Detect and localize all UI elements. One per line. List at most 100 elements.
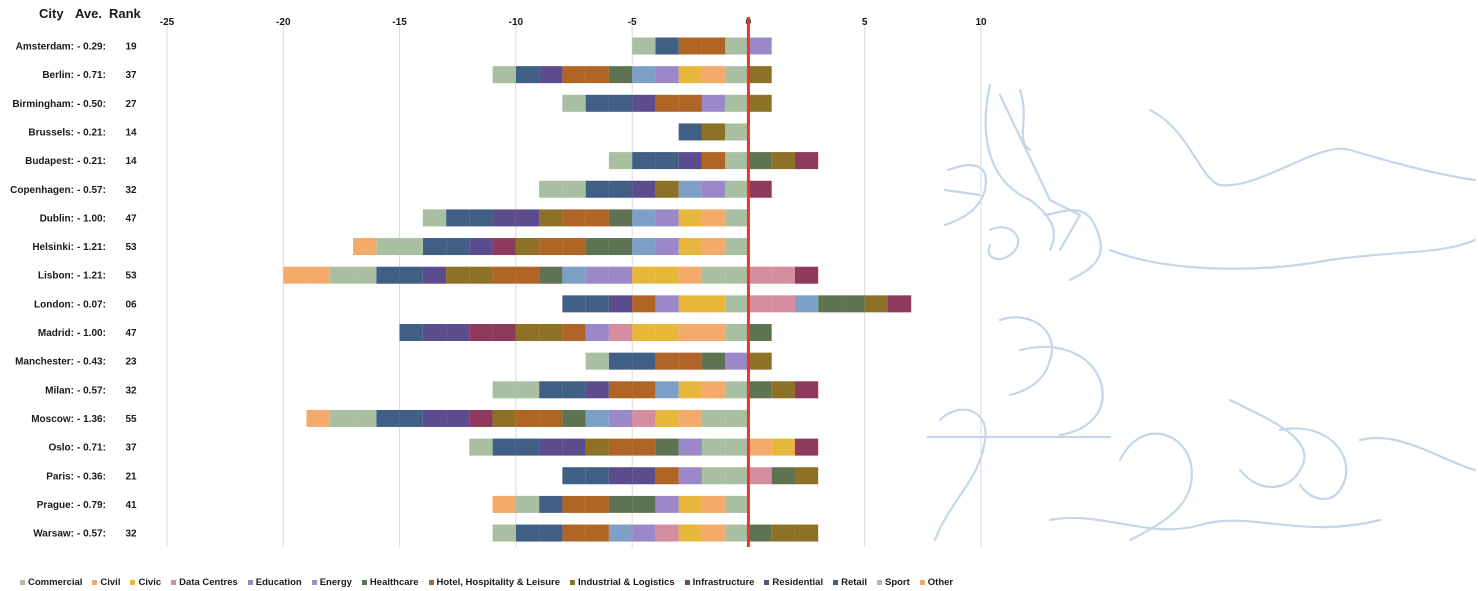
bar-segment [701,180,726,198]
bar-segment [701,438,726,456]
bar-segment [492,409,516,427]
bar-segment [539,524,563,542]
bar-segment [562,66,586,84]
row-city-label: Helsinki: [32,242,74,253]
bar-segment [562,209,586,227]
row-city-label: Paris: [46,471,74,482]
legend-label: Other [927,577,954,588]
bar-segment [748,438,772,456]
row-ave-label: - 0.71: [77,70,106,81]
legend-swatch [171,580,177,585]
legend-swatch [130,580,136,585]
bar-segment [608,266,633,284]
bar-segment [585,209,609,227]
bar-segment [585,66,609,84]
bar-segment [585,409,609,427]
row-rank-label: 37 [125,70,137,81]
bar-segment [562,295,586,313]
row-city-label: Prague: [37,500,74,511]
legend-label: Residential [772,577,824,588]
bar-segment [446,238,470,256]
bar-segment [725,123,749,141]
legend-item: Residential [764,577,823,588]
bar-segment [562,266,586,284]
row-rank-label: 47 [125,213,137,224]
bar-segment [492,266,516,284]
legend-swatch [311,580,317,585]
bar-segment [632,495,656,513]
bar-segment [748,266,772,284]
bar-segment [562,467,586,485]
bar-segment [539,66,563,84]
bar-segment [469,209,493,227]
bar-segment [608,66,633,84]
bar-segment [655,66,679,84]
legend-item: Civic [130,577,161,588]
legend: Commercial Civil Civic Data Centres Educatio… [20,577,953,588]
bar-segment [539,209,563,227]
bar-segment [678,238,702,256]
bar-segment [794,381,819,399]
legend-label: Infrastructure [692,577,755,588]
bar-segment [794,467,819,485]
bar-segment [608,524,633,542]
legend-item: Hotel, Hospitality & Leisure [428,577,560,588]
bar-segment [725,381,749,399]
row-rank-label: 32 [125,185,137,196]
row-rank-label: 27 [125,99,137,110]
bar-segment [887,295,912,313]
x-tick-label: -10 [509,17,524,28]
bar-segment [562,438,586,456]
bar-segment [562,381,586,399]
legend-label: Data Centres [179,577,238,588]
bar-segment [678,352,702,370]
bar-segment [492,209,516,227]
row-rank-label: 53 [125,242,137,253]
row-city-label: London: [34,299,74,310]
row-rank-label: 41 [125,500,137,511]
bar-segment [539,266,563,284]
bar-segment [515,495,540,513]
bar-segment [701,123,726,141]
bar-segment [748,352,772,370]
bar-segment [655,381,679,399]
bar-segment [794,295,819,313]
bar-segment [515,524,540,542]
bar-segment [515,66,540,84]
legend-item: Healthcare [361,577,419,588]
bar-segment [632,66,656,84]
row-ave-label: - 0.50: [77,99,106,110]
x-tick-label: 5 [862,17,868,28]
bar-segment [655,209,679,227]
bar-segment [771,152,795,170]
row-rank-label: 19 [125,42,137,53]
legend-label: Industrial & Logistics [578,577,675,588]
row-ave-label: - 0.36: [77,471,106,482]
bar-segment [585,524,609,542]
legend-swatch [428,580,434,585]
legend-label: Civil [100,577,121,588]
bar-segment [376,266,400,284]
legend-swatch [20,580,25,585]
bar-segment [353,409,377,427]
bar-segment [655,94,679,112]
bar-segment [399,238,423,256]
bar-segment [701,238,726,256]
bar-segment [678,467,702,485]
legend-item: Other [919,577,954,588]
legend-swatch [919,580,925,585]
bar-segment [585,381,609,399]
bar-segment [725,495,749,513]
legend-label: Healthcare [369,577,419,588]
bar-segment [841,295,865,313]
bar-segment [748,381,772,399]
bar-segment [492,66,516,84]
bar-segment [771,295,795,313]
header-ave: Ave. [75,6,102,21]
bar-segment [446,324,470,341]
bar-segment [515,438,540,456]
bar-segment [655,266,679,284]
bar-segment [585,266,609,284]
bar-segment [701,324,726,341]
